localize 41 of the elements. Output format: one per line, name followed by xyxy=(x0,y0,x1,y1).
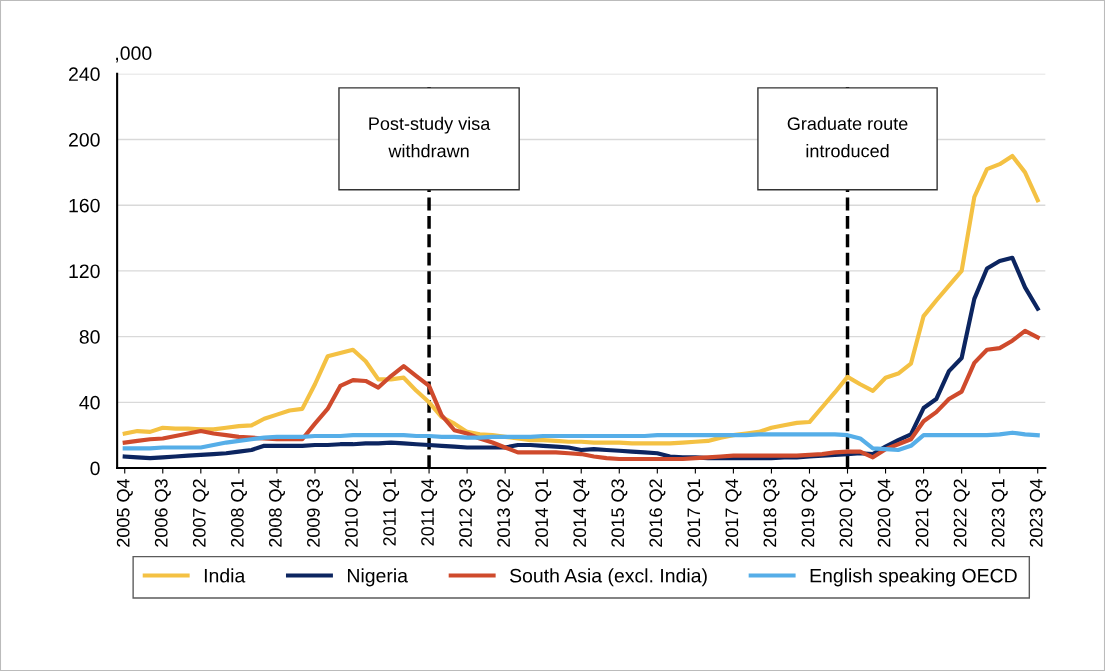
x-tick-label: 2010 Q2 xyxy=(345,479,362,547)
x-tick-label: 2017 Q4 xyxy=(725,478,742,547)
x-tick-label: 2017 Q1 xyxy=(687,479,704,547)
x-tick-label: 2018 Q3 xyxy=(763,479,780,547)
x-tick-label: 2009 Q3 xyxy=(307,479,324,547)
x-tick-label: 2014 Q1 xyxy=(535,479,552,547)
x-tick-label: 2023 Q1 xyxy=(991,479,1008,547)
legend-label: South Asia (excl. India) xyxy=(509,568,707,587)
ref-line-label: Post-study visa withdrawn xyxy=(369,116,491,158)
x-tick-label: 2006 Q3 xyxy=(154,479,171,547)
x-tick-label: 2022 Q2 xyxy=(953,479,970,547)
line-series xyxy=(122,328,1040,462)
x-tick-label: 2011 Q1 xyxy=(383,479,400,546)
x-tick-label: 2021 Q3 xyxy=(915,479,932,547)
x-tick-label: 2019 Q2 xyxy=(801,479,818,547)
x-tick-label: 2023 Q4 xyxy=(1029,478,1046,547)
y-tick-label: 120 xyxy=(69,264,100,279)
ref-line-label: Graduate route introduced xyxy=(787,116,908,158)
x-tick-label: 2008 Q1 xyxy=(230,479,247,547)
y-tick-label: 240 xyxy=(69,67,100,82)
x-tick-label: 2014 Q4 xyxy=(573,478,590,547)
x-tick-label: 2020 Q1 xyxy=(839,479,856,547)
y-tick-label: 80 xyxy=(79,330,100,344)
x-tick-label: 2015 Q3 xyxy=(611,479,628,547)
x-tick-label: 2008 Q4 xyxy=(268,478,285,547)
x-tick-label: 2013 Q2 xyxy=(497,479,514,547)
x-tick-label: 2007 Q2 xyxy=(192,479,209,547)
legend-label: English speaking OECD xyxy=(810,568,1017,587)
y-axis-title: ,000 xyxy=(116,46,152,63)
x-tick-label: 2005 Q4 xyxy=(116,478,133,547)
x-tick-label: 2020 Q4 xyxy=(877,478,894,547)
line-series xyxy=(122,430,1040,453)
x-tick-label: 2011 Q4 xyxy=(421,478,438,546)
legend-label: Nigeria xyxy=(348,568,408,587)
x-tick-label: 2016 Q2 xyxy=(649,479,666,547)
legend-label: India xyxy=(204,568,246,583)
y-tick-label: 160 xyxy=(69,198,100,213)
y-tick-label: 0 xyxy=(90,461,100,476)
y-tick-label: 200 xyxy=(69,132,100,147)
x-tick-label: 2012 Q3 xyxy=(459,479,476,547)
y-tick-label: 40 xyxy=(79,395,100,410)
